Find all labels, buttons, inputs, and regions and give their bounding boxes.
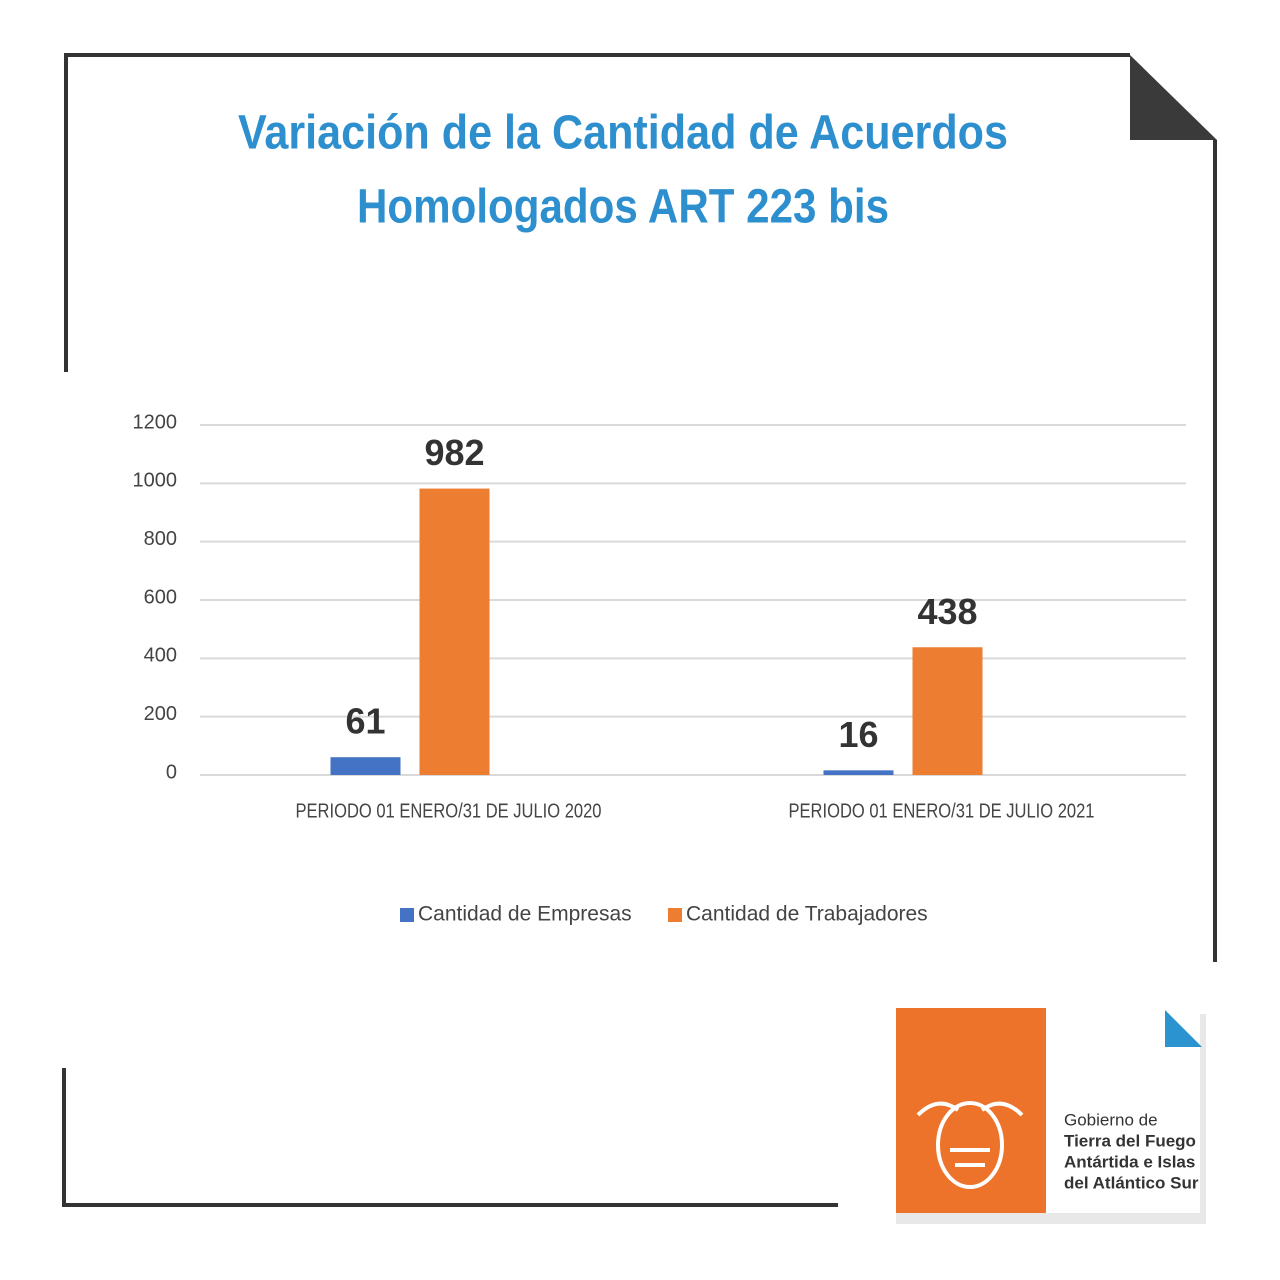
frame (62, 53, 1217, 1207)
frame-top (64, 53, 1130, 372)
bar (330, 757, 401, 775)
y-tick-label: 800 (144, 528, 177, 550)
logo-line: Gobierno de (1064, 1110, 1158, 1129)
bar (823, 770, 894, 775)
chart-subtitle: Homologados ART 223 bis (357, 181, 889, 234)
legend-label: Cantidad de Empresas (418, 903, 632, 926)
y-tick-label: 200 (144, 703, 177, 725)
frame-bottom (62, 1068, 838, 1207)
data-label: 61 (345, 701, 385, 742)
legend-label: Cantidad de Trabajadores (686, 903, 928, 926)
chart-title: Variación de la Cantidad de Acuerdos (238, 107, 1008, 160)
logo-line: del Atlántico Sur (1064, 1173, 1199, 1192)
data-label: 438 (917, 591, 977, 632)
y-tick-label: 1200 (133, 411, 178, 433)
data-label: 16 (838, 714, 878, 755)
logo-emblem-bg (896, 1008, 1046, 1213)
logo-triangle (1165, 1010, 1202, 1047)
y-tick-label: 0 (166, 761, 177, 783)
data-label: 982 (424, 432, 484, 473)
bar (912, 647, 983, 775)
corner-fold (1130, 55, 1217, 140)
logo-line: Antártida e Islas (1064, 1152, 1195, 1171)
y-tick-label: 400 (144, 645, 177, 667)
x-tick-label: PERIODO 01 ENERO/31 DE JULIO 2021 (789, 800, 1095, 822)
logo-emblem (916, 1101, 1024, 1189)
logo-line: Tierra del Fuego (1064, 1131, 1196, 1150)
logo-text: Gobierno de Tierra del Fuego Antártida e I… (1064, 1110, 1199, 1192)
legend-swatch (668, 908, 682, 922)
x-tick-label: PERIODO 01 ENERO/31 DE JULIO 2020 (296, 800, 602, 822)
bar (419, 488, 490, 775)
legend-swatch (400, 908, 414, 922)
y-tick-label: 1000 (133, 470, 178, 492)
y-tick-label: 600 (144, 586, 177, 608)
